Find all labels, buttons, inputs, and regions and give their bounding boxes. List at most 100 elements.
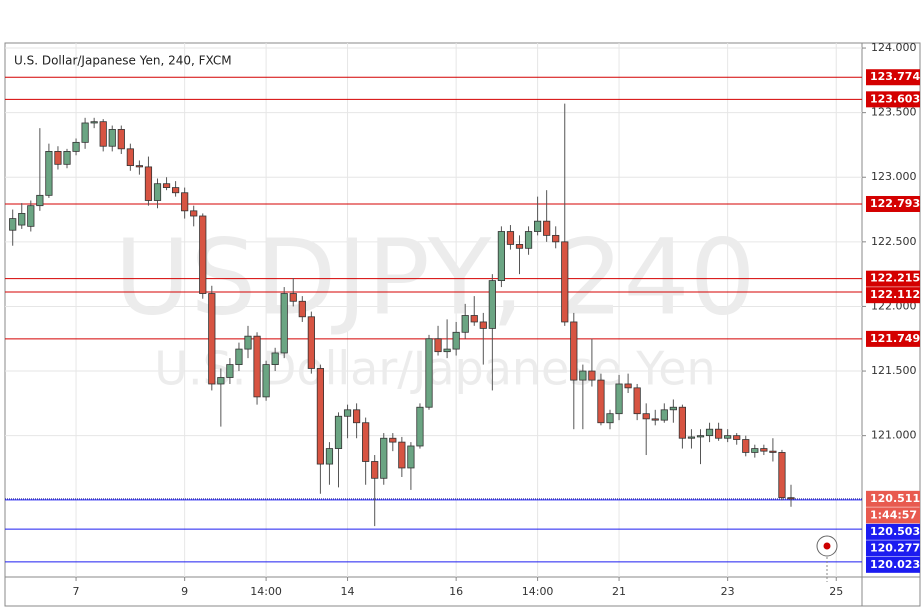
x-tick-label: 21 bbox=[612, 585, 626, 598]
candle-body bbox=[515, 244, 524, 249]
candle-body bbox=[479, 321, 487, 329]
candle-body bbox=[343, 409, 352, 417]
candle-body bbox=[597, 379, 605, 424]
candle-body bbox=[135, 165, 143, 168]
candle-body bbox=[199, 215, 207, 294]
candle-body bbox=[488, 280, 496, 329]
candle-body bbox=[543, 220, 551, 236]
candle-body bbox=[470, 315, 478, 323]
candle-body bbox=[461, 315, 469, 333]
candle-body bbox=[443, 348, 451, 353]
candle-body bbox=[99, 121, 107, 147]
price-tag bbox=[866, 490, 920, 507]
price-tag-label: 123.774 bbox=[870, 70, 920, 83]
levels bbox=[5, 76, 862, 563]
candle-body bbox=[715, 428, 723, 439]
candle-body bbox=[208, 293, 216, 385]
candle-body bbox=[389, 437, 397, 443]
candle-body bbox=[289, 293, 297, 302]
candle-body bbox=[778, 452, 786, 499]
candle-body bbox=[733, 435, 741, 440]
candle-body bbox=[54, 151, 62, 165]
candle-body bbox=[371, 461, 379, 479]
candle-body bbox=[660, 409, 668, 421]
grid bbox=[5, 43, 866, 581]
price-tag bbox=[866, 330, 920, 347]
price-tag-label: 120.023 bbox=[870, 558, 920, 571]
candle-body bbox=[416, 406, 424, 447]
price-tag-label: 120.503 bbox=[870, 525, 920, 538]
candle-body bbox=[108, 129, 116, 147]
candle-body bbox=[307, 316, 315, 369]
candle-body bbox=[506, 231, 515, 245]
candle-body bbox=[90, 121, 98, 124]
candle-body bbox=[579, 370, 587, 381]
candle-body bbox=[162, 183, 171, 188]
price-tag-label: 123.603 bbox=[870, 92, 920, 105]
candle-body bbox=[624, 383, 632, 389]
candle-body bbox=[696, 435, 705, 438]
candle-body bbox=[642, 413, 650, 420]
price-tag-label: 122.215 bbox=[870, 272, 920, 285]
candle-body bbox=[63, 151, 71, 165]
candle-body bbox=[325, 448, 334, 465]
candle-body bbox=[588, 370, 596, 381]
candle-body bbox=[144, 166, 153, 201]
candle-body bbox=[362, 422, 370, 462]
price-tag bbox=[866, 556, 920, 573]
y-tick-label: 121.500 bbox=[871, 364, 917, 377]
candle-body bbox=[570, 321, 578, 381]
candle-body bbox=[18, 213, 26, 226]
candle-body bbox=[769, 450, 777, 453]
price-tag-label: 122.112 bbox=[870, 288, 920, 301]
candle-body bbox=[452, 331, 460, 350]
price-tag bbox=[866, 195, 920, 212]
candle-body bbox=[298, 300, 306, 318]
price-tag-label: 121.749 bbox=[870, 332, 920, 345]
y-tick-label: 122.500 bbox=[871, 235, 917, 248]
price-tag bbox=[866, 540, 920, 557]
x-tick-label: 25 bbox=[829, 585, 843, 598]
candle-body bbox=[253, 335, 261, 398]
candle-body bbox=[190, 210, 198, 217]
candle-body bbox=[497, 231, 506, 282]
x-tick-label: 14:00 bbox=[522, 585, 554, 598]
candle-body bbox=[334, 415, 343, 449]
candle-body bbox=[217, 377, 225, 385]
candle-body bbox=[787, 497, 795, 500]
candle-body bbox=[153, 183, 162, 201]
x-tick-label: 7 bbox=[73, 585, 80, 598]
candle-body bbox=[552, 234, 560, 243]
candle-body bbox=[651, 418, 659, 421]
candle-body bbox=[561, 241, 569, 323]
price-tag bbox=[866, 523, 920, 540]
candle-body bbox=[678, 406, 687, 439]
price-tag bbox=[866, 270, 920, 287]
x-tick-label: 14 bbox=[341, 585, 355, 598]
price-tag-label: 120.511 bbox=[870, 492, 920, 505]
candle-body bbox=[352, 409, 361, 424]
price-tag bbox=[866, 507, 920, 524]
x-tick-label: 14:00 bbox=[250, 585, 282, 598]
candle-body bbox=[45, 151, 53, 196]
price-tag-label: 122.793 bbox=[870, 197, 920, 210]
price-tag bbox=[866, 91, 920, 108]
candle-body bbox=[280, 293, 288, 354]
candles bbox=[9, 103, 795, 527]
x-tick-label: 9 bbox=[181, 585, 188, 598]
candle-body bbox=[742, 439, 750, 453]
chart-title: U.S. Dollar/Japanese Yen, 240, FXCM bbox=[14, 54, 232, 68]
candle-body bbox=[171, 187, 180, 194]
price-tag bbox=[866, 287, 920, 304]
candle-body bbox=[36, 194, 44, 207]
candle-body bbox=[380, 437, 388, 479]
candle-body bbox=[724, 435, 732, 439]
candle-body bbox=[687, 436, 696, 439]
candle-body bbox=[126, 148, 134, 167]
candle-body bbox=[316, 368, 325, 465]
candle-body bbox=[615, 383, 623, 415]
candle-body bbox=[72, 141, 80, 152]
candle-body bbox=[606, 413, 614, 424]
price-tag bbox=[866, 69, 920, 86]
candle-body bbox=[705, 428, 714, 437]
